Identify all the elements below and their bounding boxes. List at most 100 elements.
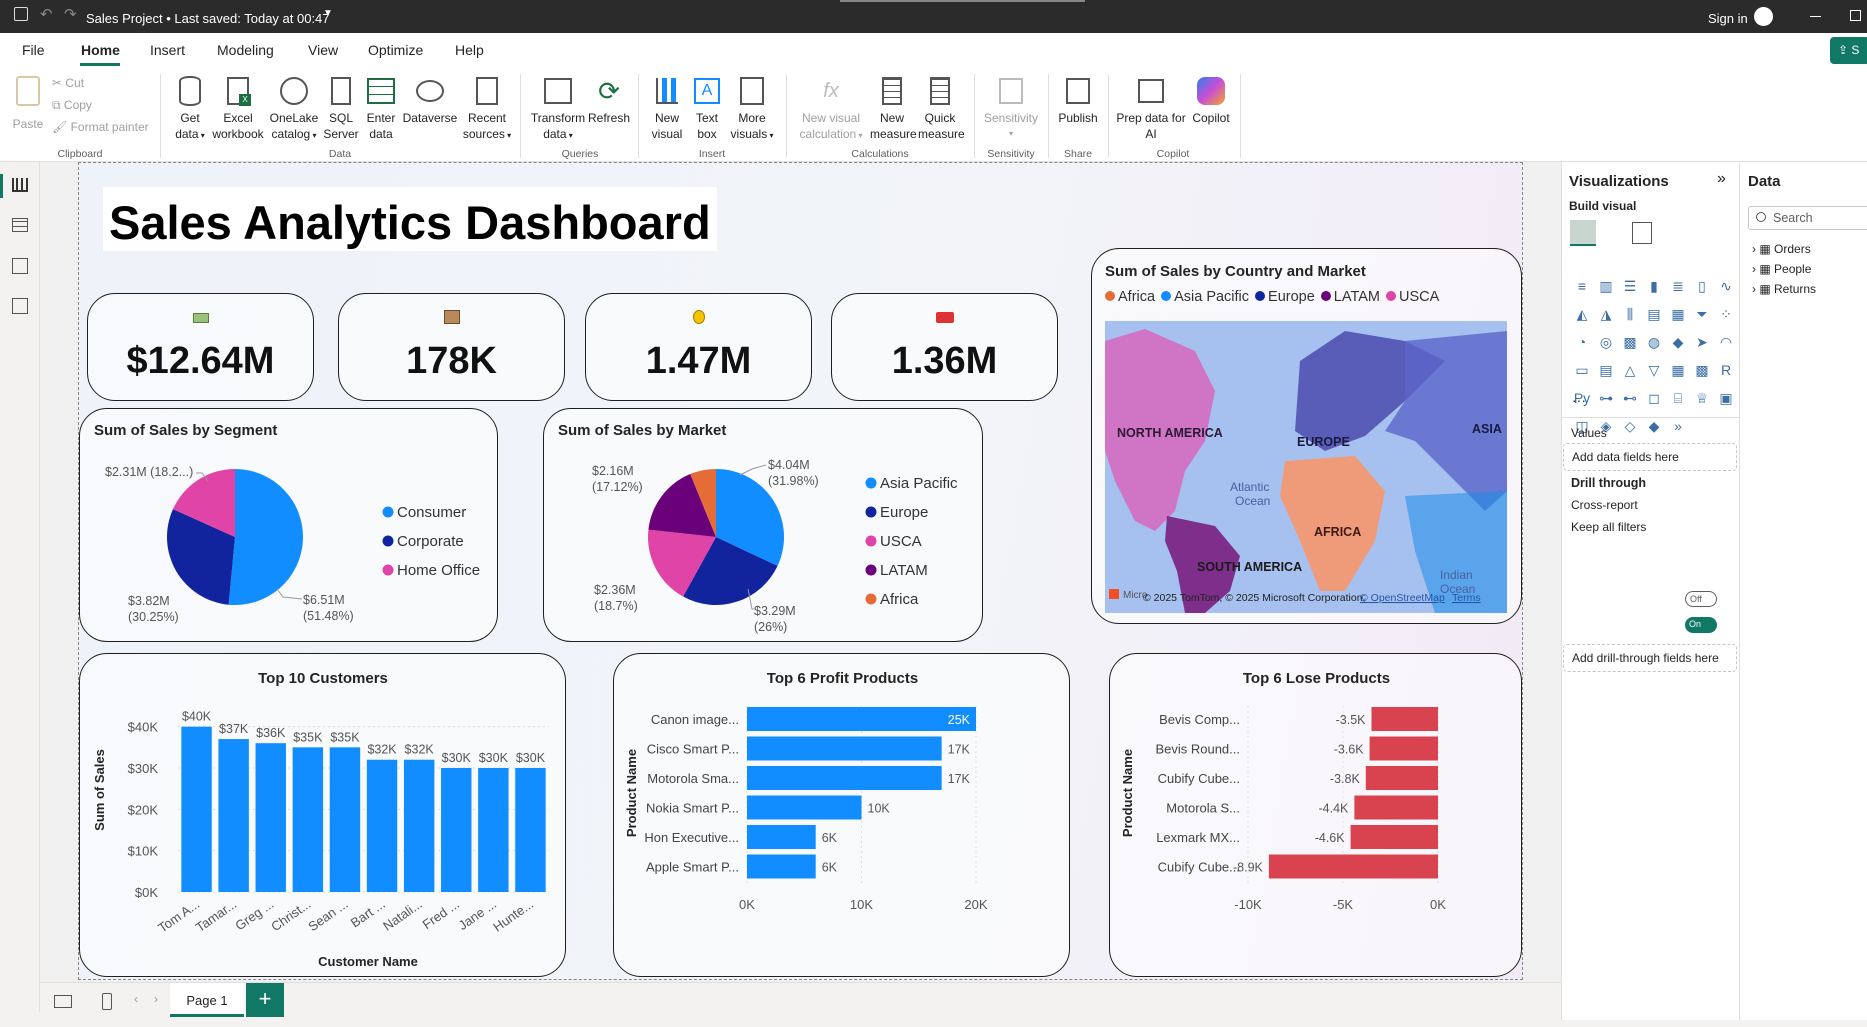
- keep-filters-toggle[interactable]: On: [1685, 617, 1717, 633]
- menu-view[interactable]: View: [308, 42, 339, 58]
- map-terms-link[interactable]: Terms: [1452, 592, 1481, 604]
- kpi-card-profit[interactable]: 1.47M: [585, 293, 812, 401]
- loss-products-card[interactable]: Top 6 Lose Products -10K -5K 0K Bevis Comp..…: [1109, 653, 1522, 977]
- data-search-input[interactable]: Search: [1748, 206, 1867, 230]
- cross-report-toggle[interactable]: Off: [1685, 591, 1717, 607]
- paste-button[interactable]: Paste: [12, 72, 44, 132]
- chevron-visual-icon[interactable]: »: [1674, 418, 1682, 434]
- new-measure-button[interactable]: New measure: [870, 72, 917, 142]
- chevron-down-icon[interactable]: ▼: [323, 8, 333, 19]
- menu-help[interactable]: Help: [455, 42, 484, 58]
- top-customers-chart[interactable]: Top 10 Customers $0K $10K $20K $30K $40K $40K T…: [80, 654, 567, 978]
- sensitivity-button[interactable]: Sensitivity ▾: [978, 72, 1044, 142]
- kpi-icon[interactable]: △: [1624, 361, 1636, 378]
- map-osm-link[interactable]: © OpenStreetMap: [1360, 592, 1445, 604]
- ribbon-chart-icon[interactable]: ▤: [1647, 305, 1661, 322]
- metrics-icon[interactable]: ◫: [1575, 417, 1589, 434]
- dax-query-icon[interactable]: [12, 298, 28, 314]
- text-box-button[interactable]: A Text box: [690, 72, 724, 142]
- qa-icon[interactable]: ◻: [1648, 389, 1660, 406]
- onelake-catalog-button[interactable]: OneLake catalog ▾: [268, 72, 320, 144]
- power-automate-icon[interactable]: ◇: [1624, 417, 1636, 434]
- waterfall-icon[interactable]: ▦: [1671, 305, 1685, 322]
- transform-data-button[interactable]: Transform data ▾: [530, 72, 586, 144]
- line-column-icon[interactable]: ⫼: [1626, 305, 1634, 322]
- minimize-icon[interactable]: [1810, 16, 1821, 17]
- dataverse-button[interactable]: Dataverse: [402, 72, 458, 126]
- profit-products-card[interactable]: Top 6 Profit Products 0K 10K 20K Canon image…: [613, 653, 1070, 977]
- share-button[interactable]: ⇪ S: [1830, 37, 1867, 64]
- market-pie-card[interactable]: Sum of Sales by Market Asia Pacific Europ…: [543, 408, 983, 642]
- map-icon[interactable]: ◍: [1647, 333, 1661, 350]
- segment-pie-card[interactable]: Sum of Sales by Segment Consumer Corporat…: [79, 408, 498, 642]
- trophy-icon[interactable]: ♕: [1695, 389, 1709, 406]
- table-item-returns[interactable]: › ▦ Returns: [1752, 282, 1817, 296]
- excel-workbook-button[interactable]: X Excel workbook: [212, 72, 264, 142]
- table-view-icon[interactable]: [12, 218, 28, 232]
- format-painter-button[interactable]: 🖌 Format painter: [52, 120, 149, 134]
- matrix-icon[interactable]: ▩: [1695, 361, 1709, 378]
- model-view-icon[interactable]: [12, 258, 28, 274]
- kpi-card-quantity[interactable]: 178K: [338, 293, 565, 401]
- enter-data-button[interactable]: Enter data: [362, 72, 400, 142]
- azure-map-icon[interactable]: ➤: [1696, 333, 1708, 350]
- mobile-layout-icon[interactable]: [102, 993, 112, 1010]
- treemap-icon[interactable]: ▩: [1623, 333, 1637, 350]
- copilot-button[interactable]: Copilot: [1186, 72, 1236, 126]
- profit-products-chart[interactable]: Top 6 Profit Products 0K 10K 20K Canon image…: [614, 654, 1071, 978]
- table-item-orders[interactable]: › ▦ Orders: [1752, 242, 1811, 256]
- segment-pie-chart[interactable]: Consumer Corporate Home Office $2.31M (18.2…: [80, 409, 499, 643]
- save-icon[interactable]: [14, 7, 28, 21]
- prep-data-button[interactable]: Prep data for AI: [1116, 72, 1186, 142]
- get-data-button[interactable]: Get data ▾: [170, 72, 210, 144]
- line-chart-icon[interactable]: ∿: [1720, 277, 1732, 294]
- values-drop-well[interactable]: Add data fields here: [1563, 443, 1737, 471]
- loss-products-chart[interactable]: Top 6 Lose Products -10K -5K 0K Bevis Comp..…: [1110, 654, 1523, 978]
- format-visual-icon[interactable]: [1632, 222, 1652, 244]
- filled-map-icon[interactable]: ◆: [1672, 333, 1684, 350]
- map-card[interactable]: Sum of Sales by Country and Market Afric…: [1091, 248, 1522, 624]
- more-visuals-icon[interactable]: ···: [1572, 392, 1586, 408]
- clustered-bar-icon[interactable]: ☰: [1623, 277, 1637, 294]
- quick-measure-button[interactable]: Quick measure: [918, 72, 965, 142]
- menu-file[interactable]: File: [22, 42, 45, 58]
- slicer-icon[interactable]: ▽: [1648, 361, 1660, 378]
- build-visual-icon[interactable]: [1570, 220, 1596, 246]
- key-influencers-icon[interactable]: ⊶: [1599, 389, 1613, 406]
- publish-button[interactable]: Publish: [1054, 72, 1102, 126]
- market-pie-chart[interactable]: Asia Pacific Europe USCA LATAM Africa $4.04M (…: [544, 409, 984, 643]
- report-view-icon[interactable]: [0, 174, 3, 198]
- report-view-bars-icon[interactable]: [12, 178, 28, 192]
- kpi-card-shipping[interactable]: 1.36M: [831, 293, 1058, 401]
- undo-icon[interactable]: ↶: [40, 6, 53, 23]
- sign-in-link[interactable]: Sign in: [1708, 11, 1748, 26]
- redo-icon[interactable]: ↷: [64, 6, 77, 23]
- python-visual-icon[interactable]: Py: [1573, 390, 1591, 406]
- sales-map[interactable]: NORTH AMERICA EUROPE ASIA AFRICA SOUTH A…: [1105, 321, 1507, 613]
- prev-page-icon[interactable]: ‹: [134, 992, 138, 1006]
- multirow-card-icon[interactable]: ▤: [1599, 361, 1613, 378]
- file-title[interactable]: Sales Project • Last saved: Today at 00:…: [86, 11, 330, 26]
- card-icon[interactable]: ▭: [1575, 361, 1589, 378]
- page-tab[interactable]: Page 1: [170, 983, 244, 1017]
- menu-modeling[interactable]: Modeling: [217, 42, 274, 58]
- decomposition-tree-icon[interactable]: ⊷: [1623, 389, 1637, 406]
- gauge-icon[interactable]: ◠: [1719, 333, 1733, 350]
- stacked-column-icon[interactable]: ▥: [1599, 277, 1613, 294]
- funnel-icon[interactable]: ⏷: [1696, 305, 1708, 322]
- stacked-bar-icon[interactable]: ≡: [1577, 278, 1587, 294]
- add-page-button[interactable]: +: [246, 983, 284, 1017]
- donut-icon[interactable]: ◎: [1599, 333, 1613, 350]
- drill-through-drop-well[interactable]: Add drill-through fields here: [1563, 644, 1737, 672]
- desktop-layout-icon[interactable]: [54, 995, 72, 1008]
- cut-button[interactable]: ✂ Cut: [52, 76, 85, 90]
- column-100-icon[interactable]: ▯: [1698, 277, 1706, 294]
- new-visual-button[interactable]: New visual: [648, 72, 686, 142]
- power-apps-icon[interactable]: ◈: [1600, 417, 1612, 434]
- kpi-card-sales[interactable]: $12.64M: [87, 293, 314, 401]
- r-visual-icon[interactable]: R: [1720, 362, 1732, 378]
- account-icon[interactable]: [1754, 7, 1773, 26]
- more-visuals-button[interactable]: More visuals ▾: [728, 72, 776, 144]
- clustered-column-icon[interactable]: ▮: [1650, 277, 1658, 294]
- sql-server-button[interactable]: SQL Server: [322, 72, 360, 142]
